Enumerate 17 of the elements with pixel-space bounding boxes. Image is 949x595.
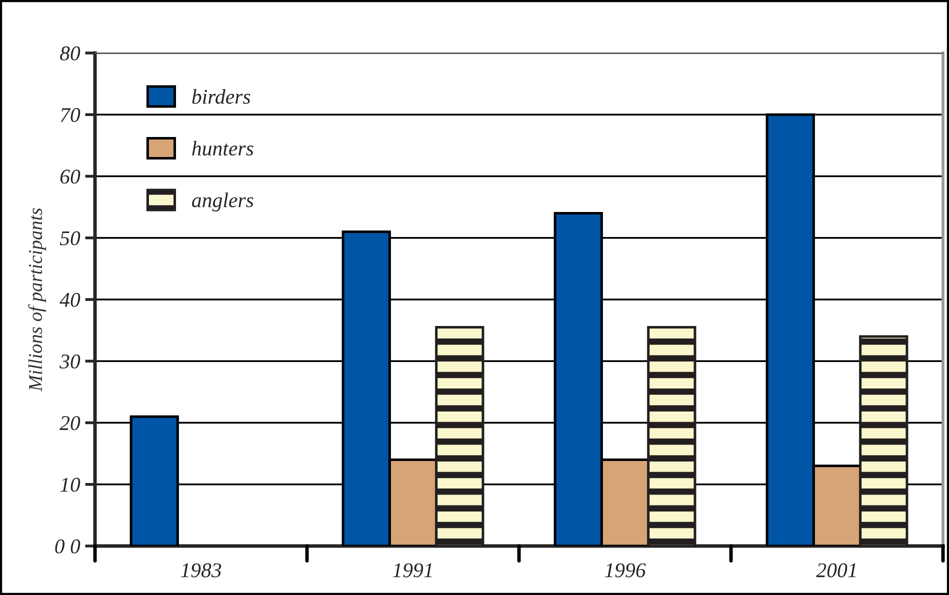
x-tick-label: 1983: [180, 563, 222, 578]
y-tick-label: 30: [60, 354, 80, 369]
x-tick-label: 1991: [392, 563, 432, 578]
legend-label: birders: [192, 89, 250, 104]
y-tick-label: 0 0: [55, 539, 80, 554]
x-tick-label: 1996: [604, 563, 646, 578]
y-axis-title: Millions of participants: [28, 208, 46, 392]
y-tick-label: 10: [60, 478, 80, 492]
x-tick-label: 2001: [816, 563, 856, 578]
y-tick-label: 60: [60, 170, 80, 184]
y-tick-label: 20: [60, 416, 80, 430]
y-tick-label: 50: [60, 231, 80, 246]
y-tick-label: 40: [60, 292, 80, 307]
y-tick-label: 70: [60, 108, 80, 122]
legend-label: hunters: [192, 140, 254, 156]
legend-label: anglers: [192, 192, 254, 212]
y-tick-label: 80: [60, 46, 80, 60]
